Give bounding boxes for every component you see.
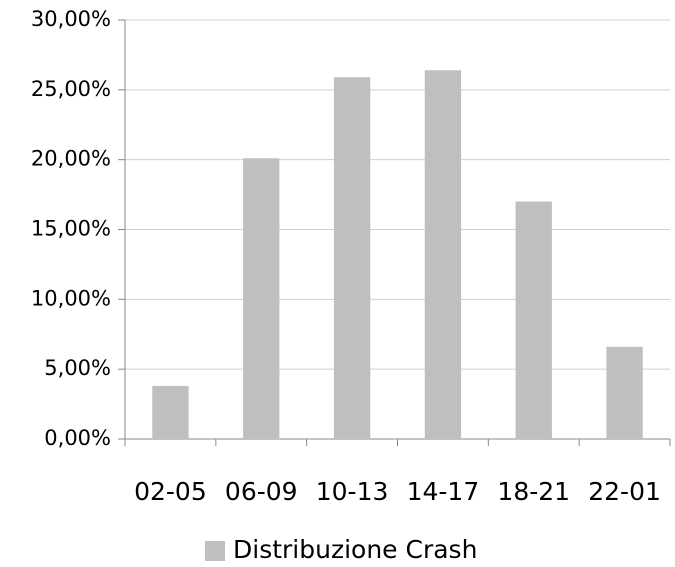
bar bbox=[515, 201, 552, 439]
legend-label: Distribuzione Crash bbox=[233, 535, 477, 563]
y-tick-label: 10,00% bbox=[31, 286, 111, 310]
y-tick-label: 20,00% bbox=[31, 147, 111, 171]
y-tick-label: 15,00% bbox=[31, 217, 111, 241]
x-tick-label: 14-17 bbox=[407, 477, 480, 506]
legend-swatch bbox=[205, 541, 225, 561]
bar bbox=[243, 158, 280, 439]
y-tick-label: 30,00% bbox=[31, 7, 111, 31]
x-tick-label: 10-13 bbox=[316, 477, 389, 506]
x-tick-label: 06-09 bbox=[225, 477, 298, 506]
x-tick-label: 22-01 bbox=[588, 477, 661, 506]
y-tick-label: 25,00% bbox=[31, 77, 111, 101]
bar bbox=[424, 70, 462, 439]
bar bbox=[333, 77, 371, 439]
x-tick-label: 02-05 bbox=[134, 477, 207, 506]
bar bbox=[152, 385, 189, 439]
y-tick-label: 0,00% bbox=[44, 426, 111, 450]
x-tick-label: 18-21 bbox=[497, 477, 570, 506]
y-tick-label: 5,00% bbox=[44, 356, 111, 380]
bar bbox=[606, 346, 643, 439]
